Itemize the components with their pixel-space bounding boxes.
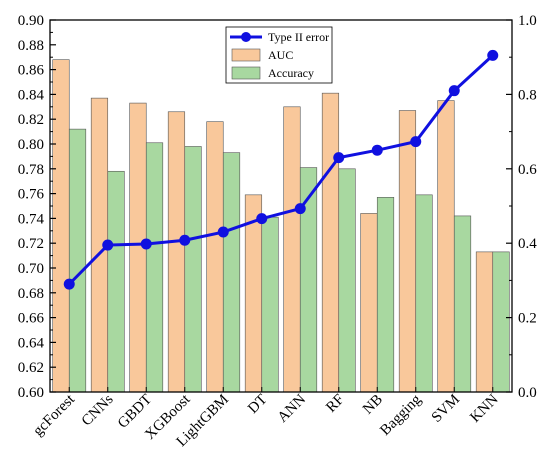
bar-accuracy-gcforest bbox=[68, 128, 87, 393]
left-tick-label: 0.84 bbox=[18, 87, 45, 103]
legend-label-auc: AUC bbox=[268, 48, 293, 62]
left-tick-label: 0.76 bbox=[18, 187, 45, 203]
left-tick-label: 0.82 bbox=[18, 112, 44, 128]
right-tick-label: 0.8 bbox=[518, 87, 537, 103]
left-tick-label: 0.74 bbox=[18, 211, 45, 227]
legend-marker-swatch bbox=[241, 32, 251, 42]
bar-auc-xgboost bbox=[167, 111, 186, 393]
left-tick-label: 0.90 bbox=[18, 13, 44, 29]
bars-group bbox=[52, 59, 510, 393]
type-ii-error-line-group bbox=[63, 49, 499, 290]
point-type-ii-error-bagging bbox=[410, 136, 422, 148]
point-type-ii-error-svm bbox=[448, 85, 460, 97]
left-tick-label: 0.88 bbox=[18, 38, 44, 54]
bar-accuracy-bagging bbox=[415, 194, 433, 393]
x-tick-label-nb: NB bbox=[360, 392, 386, 418]
point-type-ii-error-rf bbox=[333, 152, 345, 164]
point-type-ii-error-nb bbox=[371, 144, 383, 156]
x-tick-label-knn: KNN bbox=[467, 391, 501, 425]
bar-accuracy-dt bbox=[261, 216, 279, 393]
x-tick-label-bagging: Bagging bbox=[377, 391, 425, 439]
legend-label-accuracy: Accuracy bbox=[268, 66, 314, 80]
right-tick-label: 0.6 bbox=[518, 162, 537, 178]
line-type-ii-error bbox=[68, 54, 494, 286]
left-tick-label: 0.78 bbox=[18, 162, 44, 178]
x-tick-label-svm: SVM bbox=[429, 392, 463, 426]
left-tick-label: 0.72 bbox=[18, 236, 44, 252]
x-tick-label-ann: ANN bbox=[275, 391, 309, 425]
legend-swatch-accuracy bbox=[231, 66, 261, 80]
point-type-ii-error-ann bbox=[294, 203, 306, 215]
bar-auc-bagging bbox=[398, 110, 417, 393]
left-tick-label: 0.66 bbox=[18, 311, 45, 327]
point-type-ii-error-dt bbox=[256, 213, 268, 225]
right-tick-label: 1.0 bbox=[518, 13, 537, 29]
x-tick-label-cnns: CNNs bbox=[79, 391, 117, 429]
point-type-ii-error-xgboost bbox=[179, 234, 191, 246]
bar-auc-knn bbox=[475, 251, 494, 393]
bar-accuracy-nb bbox=[376, 197, 395, 393]
bar-auc-rf bbox=[321, 92, 340, 393]
bar-auc-ann bbox=[283, 106, 301, 393]
bar-accuracy-cnns bbox=[107, 170, 125, 393]
bar-auc-lightgbm bbox=[206, 121, 224, 393]
bar-accuracy-lightgbm bbox=[222, 152, 241, 393]
x-tick-label-dt: DT bbox=[245, 392, 270, 417]
bar-accuracy-knn bbox=[492, 251, 510, 393]
left-tick-label: 0.62 bbox=[18, 360, 44, 376]
right-tick-label: 0.4 bbox=[518, 236, 537, 252]
left-tick-label: 0.86 bbox=[18, 63, 45, 79]
left-tick-label: 0.64 bbox=[18, 335, 45, 351]
bar-auc-svm bbox=[437, 100, 455, 393]
legend-label-type-ii-error: Type II error bbox=[268, 30, 329, 44]
legend: Type II error AUC Accuracy bbox=[225, 26, 333, 84]
x-tick-label-rf: RF bbox=[323, 392, 347, 416]
left-tick-label: 0.70 bbox=[18, 261, 44, 277]
bar-auc-nb bbox=[360, 213, 378, 393]
point-type-ii-error-gcforest bbox=[63, 278, 75, 290]
legend-swatch-auc bbox=[231, 48, 261, 62]
left-tick-label: 0.60 bbox=[18, 385, 44, 401]
bar-accuracy-ann bbox=[299, 167, 318, 393]
point-type-ii-error-lightgbm bbox=[217, 226, 229, 238]
point-type-ii-error-gbdt bbox=[140, 238, 152, 250]
left-tick-label: 0.80 bbox=[18, 137, 44, 153]
right-tick-label: 0.2 bbox=[518, 311, 537, 327]
point-type-ii-error-knn bbox=[487, 49, 499, 61]
left-tick-label: 0.68 bbox=[18, 286, 44, 302]
bar-accuracy-gbdt bbox=[145, 142, 164, 393]
point-type-ii-error-cnns bbox=[102, 239, 114, 251]
bar-accuracy-xgboost bbox=[184, 146, 202, 393]
bar-accuracy-rf bbox=[338, 168, 356, 393]
right-tick-label: 0.0 bbox=[518, 385, 537, 401]
bar-accuracy-svm bbox=[453, 215, 472, 393]
